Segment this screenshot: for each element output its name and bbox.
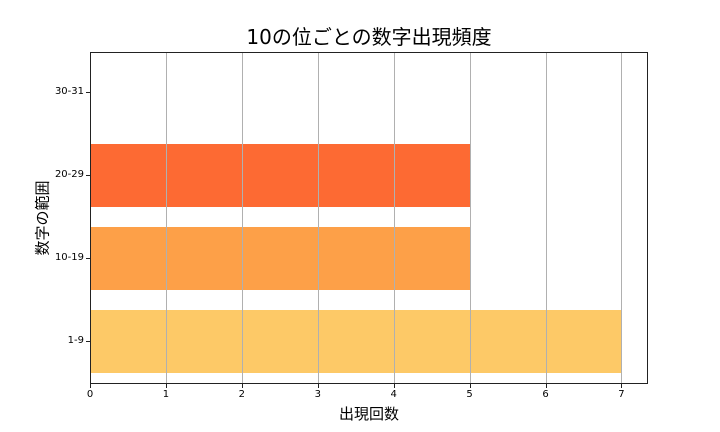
y-tick: [86, 174, 90, 176]
x-tick-label: 0: [86, 389, 94, 400]
gridline: [317, 53, 319, 383]
plot-area: [90, 52, 648, 384]
gridline: [241, 53, 243, 383]
x-tick: [393, 384, 395, 388]
y-tick: [86, 91, 90, 93]
chart-title: 10の位ごとの数字出現頻度: [246, 25, 492, 49]
bar-10-19: [91, 226, 471, 291]
y-tick: [86, 257, 90, 259]
x-tick-label: 3: [314, 389, 321, 400]
y-tick-label: 20-29: [54, 168, 84, 180]
gridline: [165, 53, 167, 383]
y-tick-label: 1-9: [67, 334, 84, 346]
x-tick: [469, 384, 471, 388]
y-tick-label: 30-31: [54, 85, 84, 97]
y-axis-label: 数字の範囲: [33, 180, 52, 256]
x-tick-label: 2: [238, 389, 246, 400]
x-tick-label: 7: [618, 389, 625, 400]
x-axis-label: 出現回数: [338, 405, 399, 423]
x-tick: [241, 384, 243, 388]
y-tick-label: 10-19: [54, 251, 84, 263]
x-tick-label: 6: [542, 389, 549, 400]
gridline: [621, 53, 623, 383]
x-tick: [165, 384, 167, 388]
bar-1-9: [91, 309, 623, 374]
x-tick: [545, 384, 547, 388]
x-tick: [317, 384, 319, 388]
y-tick: [86, 340, 90, 342]
x-tick-label: 1: [162, 389, 170, 400]
x-tick-label: 5: [466, 389, 473, 400]
gridline: [393, 53, 395, 383]
x-tick-label: 4: [390, 389, 397, 400]
x-tick: [621, 384, 623, 388]
gridline: [545, 53, 547, 383]
x-tick: [90, 384, 91, 388]
gridline: [469, 53, 471, 383]
bar-20-29: [91, 143, 471, 208]
